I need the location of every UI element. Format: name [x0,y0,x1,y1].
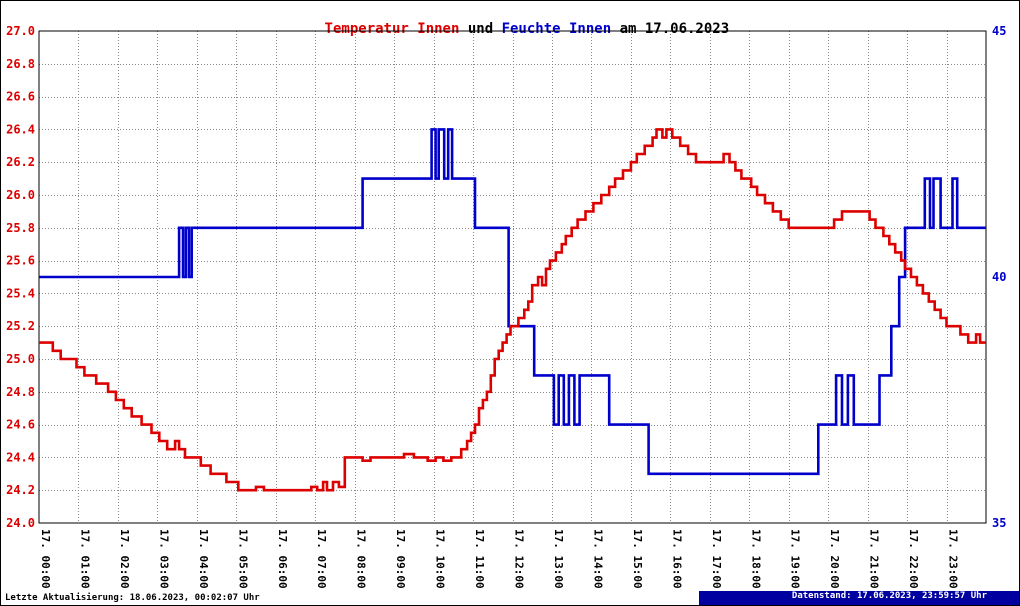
left-axis-tick-label: 25.4 [6,286,35,300]
x-axis-tick-label: 17. 16:00 [670,529,683,589]
x-axis-tick-label: 17. 15:00 [631,529,644,589]
title-connector: und [459,21,502,37]
x-axis-tick-label: 17. 11:00 [473,529,486,589]
left-axis-tick-label: 26.4 [6,122,35,136]
right-axis-tick-label: 40 [992,270,1006,284]
left-axis-tick-label: 25.8 [6,221,35,235]
left-axis-tick-label: 24.8 [6,385,35,399]
left-axis-tick-label: 25.2 [6,319,35,333]
x-axis-tick-label: 17. 23:00 [947,529,960,589]
left-axis-tick-label: 27.0 [6,24,35,38]
x-axis-tick-label: 17. 10:00 [434,529,447,589]
x-axis-tick-label: 17. 21:00 [868,529,881,589]
left-axis-tick-label: 24.2 [6,483,35,497]
x-axis-tick-label: 17. 04:00 [197,529,210,589]
feuchte-innen-line [39,128,986,476]
x-axis-tick-label: 17. 18:00 [749,529,762,589]
x-axis-tick-label: 17. 14:00 [591,529,604,589]
left-axis-tick-label: 25.0 [6,352,35,366]
title-humidity-series: Feuchte Innen [501,21,612,37]
x-axis-tick-label: 17. 00:00 [39,529,52,589]
x-axis-tick-label: 17. 06:00 [276,529,289,589]
left-axis-tick-label: 24.6 [6,418,35,432]
x-axis-tick-label: 17. 09:00 [394,529,407,589]
x-axis-tick-label: 17. 12:00 [513,529,526,589]
left-axis-tick-label: 25.6 [6,254,35,268]
x-axis-tick-label: 17. 22:00 [907,529,920,589]
title-date: am 17.06.2023 [611,21,730,37]
x-axis-tick-label: 17. 02:00 [118,529,131,589]
x-axis-tick-label: 17. 05:00 [236,529,249,589]
x-axis-tick-label: 17. 01:00 [79,529,92,589]
left-axis-tick-label: 26.8 [6,57,35,71]
chart-title: Temperatur Innen und Feuchte Innen am 17… [1,5,1019,53]
last-update-text: Letzte Aktualisierung: 18.06.2023, 00:02… [5,593,260,603]
x-axis-tick-label: 17. 03:00 [157,529,170,589]
x-axis-tick-label: 17. 13:00 [552,529,565,589]
x-axis-tick-label: 17. 08:00 [355,529,368,589]
left-axis-tick-label: 26.6 [6,90,35,104]
left-axis-tick-label: 26.0 [6,188,35,202]
x-axis-tick-label: 17. 17:00 [710,529,723,589]
temperatur-innen-line [39,128,986,492]
left-axis-tick-label: 26.2 [6,155,35,169]
right-axis-tick-label: 35 [992,516,1006,530]
right-axis-tick-label: 45 [992,24,1006,38]
x-axis-tick-label: 17. 19:00 [789,529,802,589]
title-temperature-series: Temperatur Innen [324,21,460,37]
left-axis-tick-label: 24.0 [6,516,35,530]
x-axis-tick-label: 17. 20:00 [828,529,841,589]
data-timestamp-badge: Datenstand: 17.06.2023, 23:59:57 Uhr [699,591,1019,605]
left-axis-tick-label: 24.4 [6,450,35,464]
x-axis-tick-label: 17. 07:00 [315,529,328,589]
